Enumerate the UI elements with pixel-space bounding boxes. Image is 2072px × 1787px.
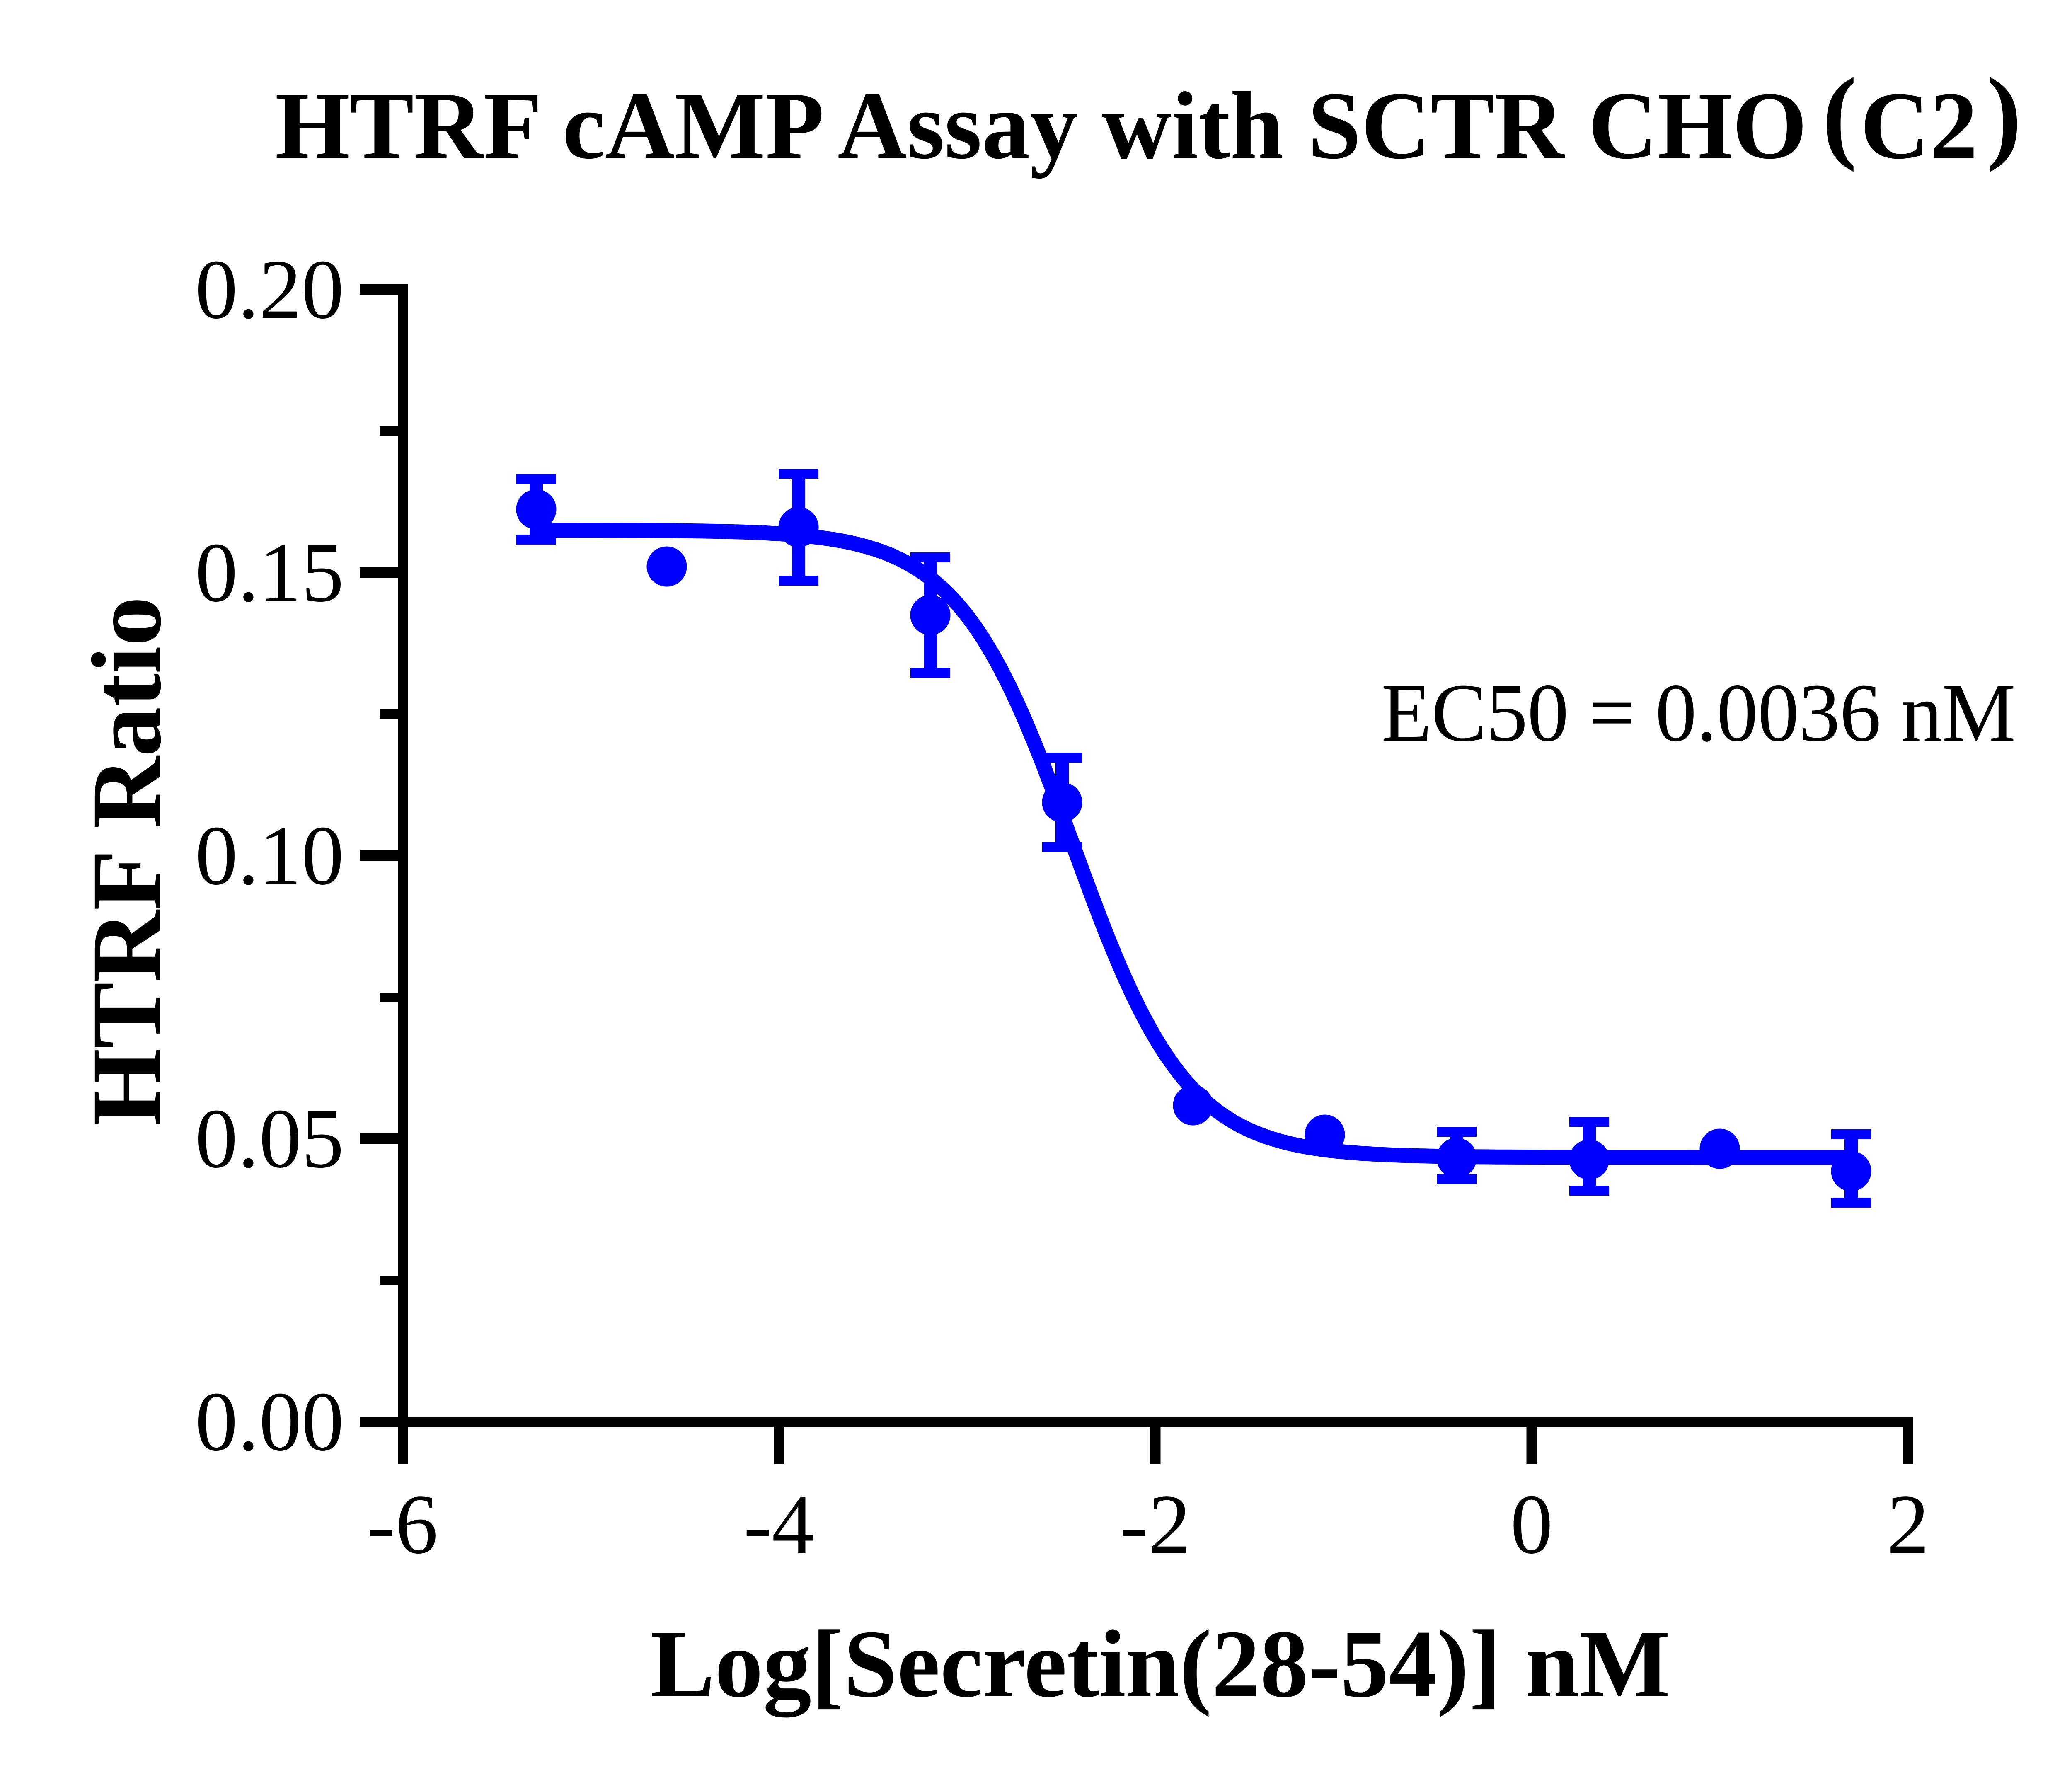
svg-text:EC50 = 0.0036 nM: EC50 = 0.0036 nM: [1381, 667, 2015, 759]
svg-text:-2: -2: [1120, 1477, 1191, 1571]
svg-text:2: 2: [1887, 1477, 1929, 1571]
svg-text:0.15: 0.15: [195, 525, 344, 620]
svg-text:HTRF Ratio: HTRF Ratio: [71, 596, 182, 1126]
svg-text:0.05: 0.05: [195, 1092, 344, 1186]
svg-text:0.10: 0.10: [195, 809, 344, 903]
svg-text:0.20: 0.20: [195, 242, 344, 337]
svg-text:0.00: 0.00: [195, 1375, 344, 1469]
svg-text:HTRF cAMP Assay with SCTR CHO(: HTRF cAMP Assay with SCTR CHO (C2): [275, 56, 2022, 179]
svg-text:Log[Secretin(28-54)] nM: Log[Secretin(28-54)] nM: [650, 1610, 1670, 1718]
svg-text:0: 0: [1510, 1477, 1553, 1571]
svg-text:-6: -6: [367, 1477, 438, 1571]
svg-text:-4: -4: [743, 1477, 814, 1571]
